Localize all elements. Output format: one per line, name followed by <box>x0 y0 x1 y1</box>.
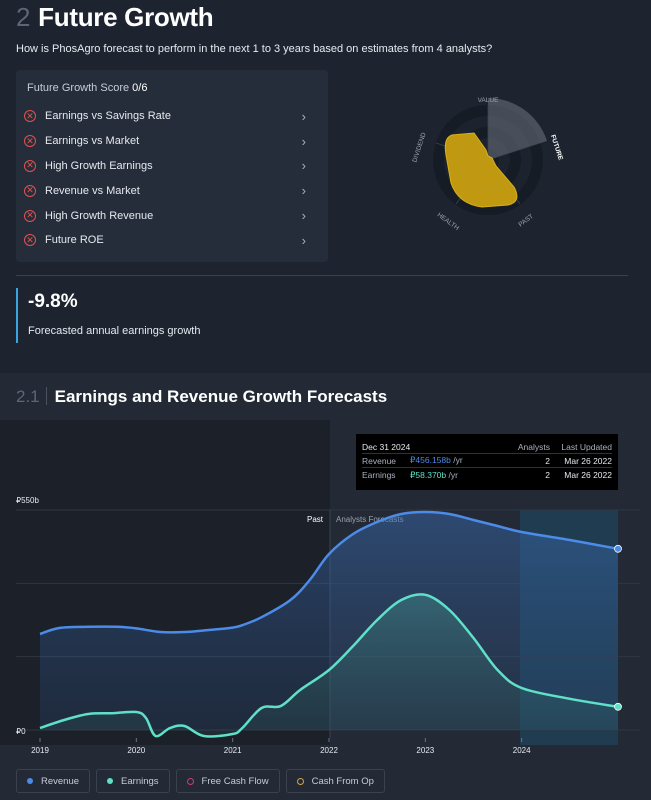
earnings-revenue-chart[interactable]: Past Analysts Forecasts ₽550b ₽0 2019 202… <box>0 420 651 765</box>
tooltip-row-name: Earnings <box>362 470 396 480</box>
tooltip-updated: Mar 26 2022 <box>564 470 612 480</box>
subsection-number: 2.1 <box>16 387 40 406</box>
divider <box>16 275 628 276</box>
x-tick-label: 2020 <box>127 746 145 755</box>
x-tick-label: 2022 <box>320 746 338 755</box>
chart-legend: Revenue Earnings Free Cash Flow Cash Fro… <box>16 769 385 793</box>
tooltip-analysts: 2 <box>545 455 550 466</box>
check-list: ✕ Earnings vs Savings Rate › ✕ Earnings … <box>24 104 320 253</box>
check-label: Future ROE <box>45 234 104 247</box>
legend-label: Earnings <box>121 775 159 787</box>
fail-x-icon: ✕ <box>24 110 36 123</box>
free-cash-flow-ring-icon <box>186 777 194 785</box>
metric-value: -9.8% <box>28 291 78 312</box>
earnings-line <box>39 593 619 738</box>
tooltip-analysts-header: Analysts <box>517 441 550 452</box>
revenue-line <box>39 510 619 636</box>
x-tick-label: 2023 <box>416 746 434 755</box>
legend-item-cash-from-op[interactable]: Cash From Op <box>285 769 385 793</box>
check-item-high-growth-earnings[interactable]: ✕ High Growth Earnings › <box>24 154 320 179</box>
check-item-high-growth-revenue[interactable]: ✕ High Growth Revenue › <box>24 203 320 228</box>
tooltip-updated: Mar 26 2022 <box>564 455 612 466</box>
section-title: 2 Future Growth <box>16 2 214 33</box>
earnings-end-point[interactable] <box>614 702 622 711</box>
check-label: Earnings vs Market <box>45 135 140 148</box>
subsection-title: 2.1 Earnings and Revenue Growth Forecasts <box>16 387 387 407</box>
check-label: Earnings vs Savings Rate <box>45 110 171 123</box>
chevron-right-icon: › <box>301 108 306 124</box>
tooltip-row-name: Revenue <box>362 455 397 466</box>
tooltip-row-revenue: Revenue ₽456.158b /yr 2 Mar 26 2022 <box>362 454 612 468</box>
chevron-right-icon: › <box>301 232 306 248</box>
legend-item-revenue[interactable]: Revenue <box>16 769 91 793</box>
past-label: Past <box>307 515 324 524</box>
section-number: 2 <box>16 2 31 32</box>
score-value: 0/6 <box>132 82 148 94</box>
x-tick-label: 2019 <box>31 746 49 755</box>
forecast-label: Analysts Forecasts <box>336 515 404 524</box>
tooltip-analysts: 2 <box>545 470 550 480</box>
revenue-end-point[interactable] <box>614 544 622 553</box>
tooltip-unit: /yr <box>448 469 458 480</box>
x-axis: 2019 2020 2021 2022 2023 2024 <box>31 738 531 755</box>
legend-item-free-cash-flow[interactable]: Free Cash Flow <box>175 769 280 793</box>
check-item-earnings-vs-market[interactable]: ✕ Earnings vs Market › <box>24 129 320 154</box>
fail-x-icon: ✕ <box>24 135 36 148</box>
tooltip-earnings-value: ₽58.370b <box>410 469 447 480</box>
cash-from-op-ring-icon <box>296 777 304 785</box>
y-label-min: ₽0 <box>16 727 26 736</box>
tooltip-updated-header: Last Updated <box>561 441 612 452</box>
revenue-dot-icon <box>27 778 33 784</box>
fail-x-icon: ✕ <box>24 159 36 172</box>
subsection-title-text: Earnings and Revenue Growth Forecasts <box>54 387 388 406</box>
earnings-dot-icon <box>107 778 114 784</box>
check-item-future-roe[interactable]: ✕ Future ROE › <box>24 228 320 253</box>
score-label: Future Growth Score <box>27 82 130 94</box>
legend-item-earnings[interactable]: Earnings <box>96 769 170 793</box>
section-title-text: Future Growth <box>38 2 214 32</box>
chevron-right-icon: › <box>301 183 306 199</box>
x-tick-label: 2024 <box>513 746 531 755</box>
tooltip-date: Dec 31 2024 <box>362 441 411 452</box>
future-growth-score-card: Future Growth Score 0/6 ✕ Earnings vs Sa… <box>16 70 328 262</box>
title-separator <box>45 387 47 405</box>
section-subtitle: How is PhosAgro forecast to perform in t… <box>16 43 493 55</box>
axis-label-dividend: DIVIDEND <box>411 131 427 163</box>
axis-label-past: PAST <box>517 213 534 228</box>
fail-x-icon: ✕ <box>24 184 36 197</box>
fail-x-icon: ✕ <box>24 209 36 222</box>
metric-label: Forecasted annual earnings growth <box>28 325 201 337</box>
check-label: High Growth Earnings <box>45 159 153 172</box>
check-item-revenue-vs-market[interactable]: ✕ Revenue vs Market › <box>24 178 320 203</box>
future-sector-highlight <box>488 98 547 160</box>
y-label-max: ₽550b <box>16 496 39 505</box>
tooltip-revenue-value: ₽456.158b <box>410 455 451 465</box>
tooltip-row-earnings: Earnings ₽58.370b /yr 2 Mar 26 2022 <box>362 468 612 482</box>
snowflake-shape <box>444 132 518 208</box>
chevron-right-icon: › <box>301 158 306 174</box>
series-group <box>39 510 622 738</box>
check-label: High Growth Revenue <box>45 209 154 222</box>
chevron-right-icon: › <box>301 208 306 224</box>
axis-label-value: VALUE <box>478 97 499 104</box>
x-tick-label: 2021 <box>224 746 242 755</box>
tooltip-unit: /yr <box>453 455 463 465</box>
chevron-right-icon: › <box>301 133 306 149</box>
score-title: Future Growth Score 0/6 <box>27 82 147 94</box>
legend-label: Revenue <box>41 775 80 787</box>
tooltip-header: Dec 31 2024 Analysts Last Updated <box>362 440 612 454</box>
legend-label: Free Cash Flow <box>201 775 269 787</box>
earnings-growth-metric: -9.8% Forecasted annual earnings growth <box>16 288 316 343</box>
fail-x-icon: ✕ <box>24 234 36 247</box>
chart-tooltip: Dec 31 2024 Analysts Last Updated Revenu… <box>356 434 618 490</box>
snowflake-chart[interactable]: VALUE FUTURE PAST HEALTH DIVIDEND <box>405 90 580 240</box>
legend-label: Cash From Op <box>311 775 374 787</box>
axis-label-health: HEALTH <box>436 212 461 233</box>
check-label: Revenue vs Market <box>45 184 140 197</box>
check-item-earnings-vs-savings-rate[interactable]: ✕ Earnings vs Savings Rate › <box>24 104 320 129</box>
earnings-area <box>40 594 618 737</box>
axis-label-future: FUTURE <box>549 134 564 162</box>
